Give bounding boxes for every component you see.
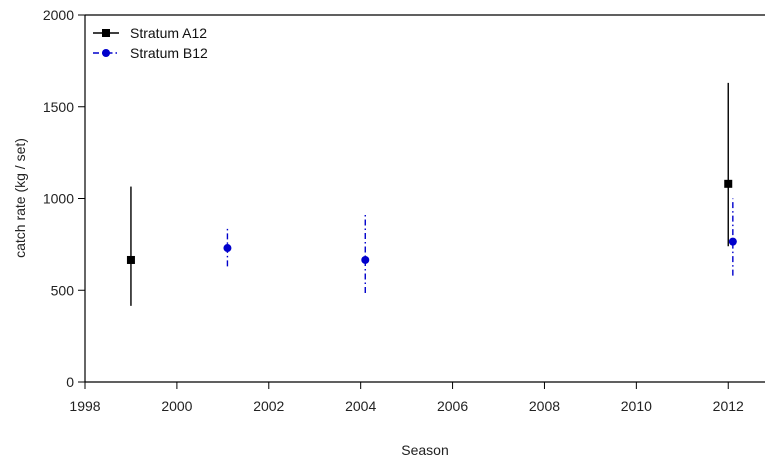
data-point: [126, 255, 135, 264]
x-tick-label: 2010: [621, 398, 652, 414]
data-point: [724, 179, 733, 188]
legend-label: Stratum A12: [130, 25, 207, 41]
legend: Stratum A12 Stratum B12: [93, 25, 208, 61]
legend-label: Stratum B12: [130, 45, 208, 61]
series-layer: [126, 82, 737, 306]
legend-marker: [102, 49, 110, 57]
y-tick-label: 500: [51, 282, 75, 298]
x-tick-label: 2004: [345, 398, 376, 414]
y-tick-label: 1500: [43, 99, 74, 115]
series-1: [126, 82, 733, 306]
plot-frame: [84, 14, 765, 383]
x-axis-title: Season: [401, 442, 448, 458]
y-tick-label: 2000: [43, 7, 74, 23]
legend-item-2: Stratum B12: [93, 45, 208, 61]
legend-item-1: Stratum A12: [93, 25, 207, 41]
x-axis-ticks: 1998 2000 2002 2004 2006 2008 2010 2012: [69, 382, 744, 414]
y-axis-ticks: 0 500 1000 1500 2000: [43, 7, 85, 390]
data-point: [223, 244, 232, 253]
x-tick-label: 2006: [437, 398, 468, 414]
x-tick-label: 2002: [253, 398, 284, 414]
data-point: [361, 255, 370, 264]
x-tick-label: 2012: [713, 398, 744, 414]
y-tick-label: 1000: [43, 191, 74, 207]
x-tick-label: 1998: [69, 398, 100, 414]
x-tick-label: 2008: [529, 398, 560, 414]
data-point: [728, 237, 737, 246]
y-tick-label: 0: [66, 374, 74, 390]
legend-marker: [102, 29, 110, 37]
x-tick-label: 2000: [161, 398, 192, 414]
y-axis-title: catch rate (kg / set): [12, 138, 28, 258]
series-2: [223, 198, 737, 294]
